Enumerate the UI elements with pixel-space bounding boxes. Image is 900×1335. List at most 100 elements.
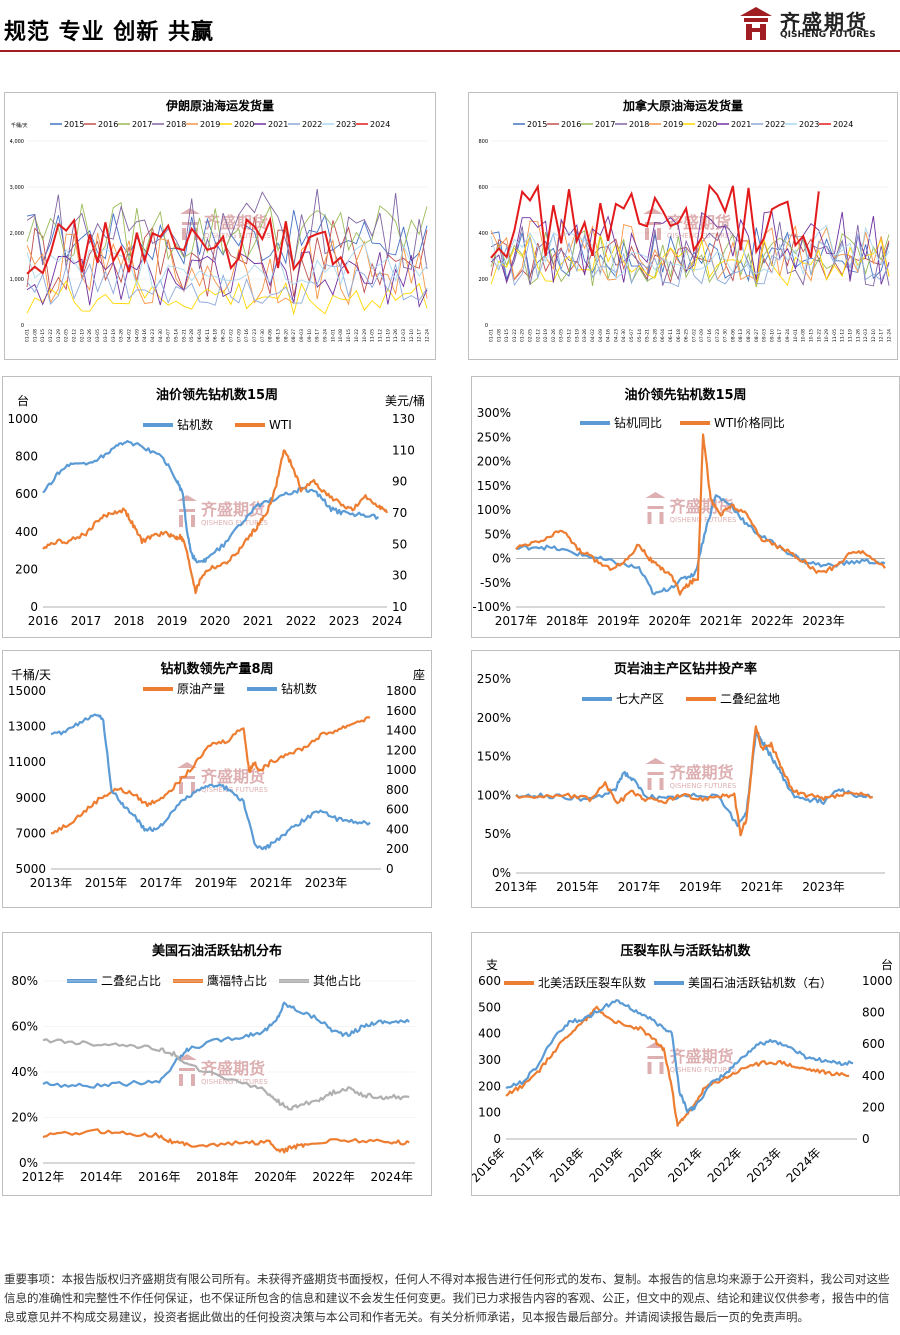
x-tick-label: 08-27 — [291, 329, 297, 342]
x-tick-label: 05-28 — [189, 329, 195, 342]
x-tick-label: 07-02 — [691, 329, 697, 342]
y-tick-label-right: 800 — [862, 1006, 885, 1020]
x-tick-label: 12-10 — [409, 329, 415, 342]
series-line-2024 — [26, 216, 350, 275]
x-tick-label: 10-08 — [338, 329, 344, 342]
y-tick-label-left: 20% — [11, 1111, 38, 1125]
series-line-钻机同比 — [515, 494, 886, 596]
x-tick-label: 2023年 — [802, 614, 845, 628]
x-tick-label: 11-12 — [377, 329, 383, 342]
y-tick-label-left: 15000 — [8, 684, 46, 698]
x-tick-label: 11-19 — [847, 329, 853, 342]
chart-shale-production-rate: 页岩油主产区钻井投产率 七大产区 二叠纪盆地 0% 50% 100% 150% 200% 250… — [471, 650, 900, 908]
legend-label: 2020 — [697, 120, 717, 129]
y-tick-label-left: 0% — [492, 866, 511, 880]
y-tick-label: 200 — [478, 277, 488, 283]
y-tick-label: 3,000 — [10, 185, 24, 191]
watermark-logo-icon — [645, 1042, 666, 1074]
x-tick-label: 2022年 — [751, 614, 794, 628]
x-tick-label: 04-23 — [613, 329, 619, 342]
series-line-2018 — [490, 221, 890, 287]
x-tick-label: 02-05 — [528, 329, 534, 342]
legend-entry-2016: 2016 — [84, 120, 118, 129]
y-tick-label-left: 100% — [477, 788, 511, 802]
x-tick-label: 04-23 — [150, 329, 156, 342]
y-tick-label-left: 11000 — [8, 755, 46, 769]
x-tick-label: 10-15 — [808, 329, 814, 342]
y-tick-label-left: 300 — [478, 1053, 501, 1067]
x-tick-label: 07-09 — [699, 329, 705, 342]
y-tick-label-left: 200 — [478, 1079, 501, 1093]
x-tick-label: 09-03 — [299, 329, 305, 342]
legend-label: 二叠纪占比 — [101, 973, 161, 988]
x-tick-label: 11-26 — [393, 329, 399, 342]
legend-label: 美国石油活跃钻机数（右） — [688, 975, 832, 990]
x-tick-label: 2017 — [71, 614, 102, 628]
x-tick-label: 03-05 — [559, 329, 565, 342]
legend-entry-WTI价格同比: WTI价格同比 — [680, 415, 785, 430]
legend-label: 2016 — [561, 120, 581, 129]
x-tick-label: 03-19 — [111, 329, 117, 342]
x-tick-label: 06-18 — [676, 329, 682, 342]
x-tick-label: 08-13 — [275, 329, 281, 342]
legend-label: 钻机同比 — [614, 415, 662, 430]
chart-rig-output: 钻机数领先产量8周 原油产量 钻机数 千桶/天 座 5000 7000 9000 11000 13… — [2, 650, 432, 908]
y-tick-label-left: 400 — [478, 1027, 501, 1041]
legend-label: 2024 — [833, 120, 853, 129]
legend-label: 2018 — [629, 120, 649, 129]
y-tick-label-left: 0% — [19, 1156, 38, 1170]
x-tick-label: 01-01 — [489, 329, 495, 342]
y-tick-label-right: 10 — [392, 600, 407, 614]
watermark-text-cn: 齐盛期货 — [670, 763, 734, 782]
x-tick-label: 01-15 — [40, 329, 46, 342]
legend-label: 2019 — [663, 120, 683, 129]
x-tick-label: 07-23 — [715, 329, 721, 342]
legend-entry-2024: 2024 — [356, 120, 390, 129]
watermark-logo-icon — [177, 1054, 197, 1086]
chart-title: 油价领先钻机数15周 — [624, 387, 746, 403]
x-tick-label: 2021年 — [700, 614, 743, 628]
x-tick-label: 09-17 — [777, 329, 783, 342]
chart-iran-shipments: 伊朗原油海运发货量 2015 2016 2017 2018 2019 2020 2021 202… — [4, 92, 436, 360]
x-tick-label: 2017年 — [618, 880, 661, 894]
chart-rig-distribution: 美国石油活跃钻机分布 二叠纪占比 鹰福特占比 其他占比 0% 20% 40% 60% 80% 20… — [2, 932, 432, 1196]
series-line-其他占比 — [42, 1038, 410, 1111]
x-tick-label: 10-29 — [824, 329, 830, 342]
y-tick-label-right: 1000 — [862, 974, 893, 988]
series-line-2020 — [26, 278, 428, 316]
x-tick-label: 06-18 — [213, 329, 219, 342]
y-tick-label-left: 13000 — [8, 720, 46, 734]
y-tick-label-right: 400 — [862, 1069, 885, 1083]
y-unit-label-left: 千桶/天 — [11, 667, 51, 682]
y-tick-label-right: 50 — [392, 537, 407, 551]
y-tick-label-left: 1000 — [7, 412, 38, 426]
series-line-2018 — [26, 188, 428, 270]
y-tick-label-right: 0 — [386, 862, 394, 876]
legend-entry-2023: 2023 — [785, 120, 819, 129]
x-tick-label: 09-17 — [315, 329, 321, 342]
y-tick-label-right: 400 — [386, 822, 409, 836]
y-tick-label-left: 800 — [15, 450, 38, 464]
legend-entry-2020: 2020 — [683, 120, 717, 129]
x-tick-label: 2022 — [286, 614, 317, 628]
y-tick-label-right: 1600 — [386, 704, 417, 718]
x-tick-label: 2019年 — [195, 876, 238, 890]
legend-label: 2022 — [302, 120, 322, 129]
legend-entry-北美活跃压裂车队数: 北美活跃压裂车队数 — [504, 975, 646, 990]
legend-label: 原油产量 — [177, 682, 225, 696]
page-header: 规范 专业 创新 共赢 齐盛期货 QISHENG FUTURES — [0, 0, 900, 52]
x-tick-label: 10-22 — [354, 329, 360, 342]
x-tick-label: 07-30 — [723, 329, 729, 342]
x-tick-label: 01-08 — [496, 329, 502, 342]
watermark-logo-icon — [643, 208, 663, 240]
x-tick-label: 03-26 — [119, 329, 125, 342]
legend-label: 鹰福特占比 — [207, 973, 267, 988]
legend-entry-钻机同比: 钻机同比 — [580, 415, 662, 430]
y-tick-label-left: 60% — [11, 1020, 38, 1034]
header-rule — [0, 50, 900, 52]
y-tick-label-right: 200 — [386, 842, 409, 856]
legend-label: 2015 — [527, 120, 547, 129]
